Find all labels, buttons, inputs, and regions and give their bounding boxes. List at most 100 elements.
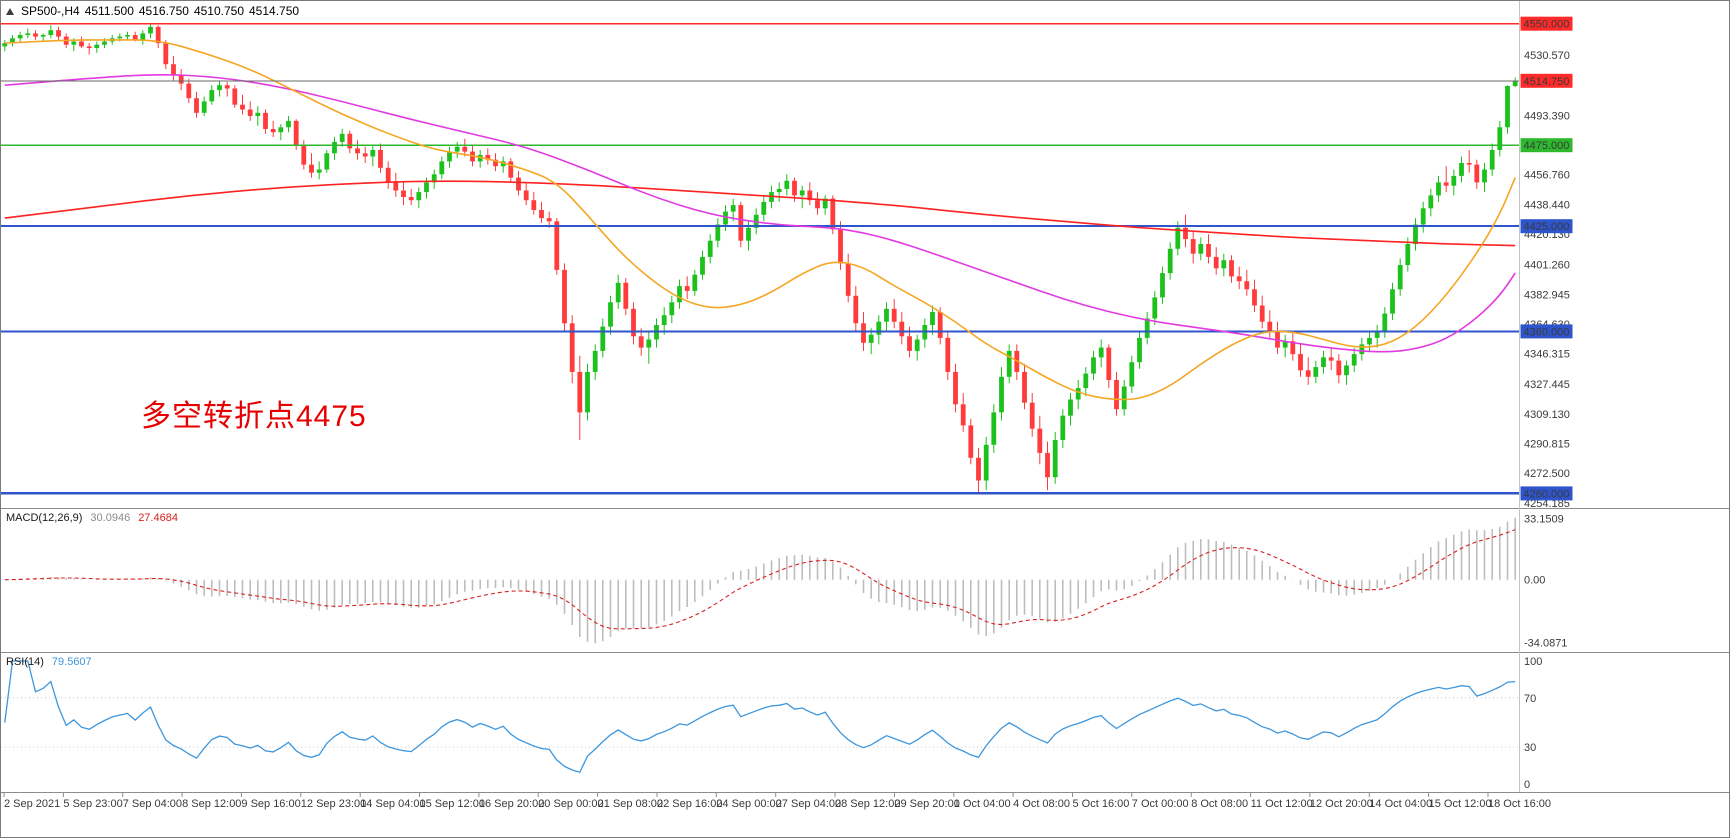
candle [1190,239,1196,254]
candle [1098,347,1104,358]
candle [186,83,192,99]
candle [960,404,966,426]
date-label: 12 Oct 20:00 [1310,798,1373,810]
candle [569,323,575,372]
candle [385,167,391,183]
candle [1367,337,1372,345]
candle [661,315,667,325]
date-label: 11 Oct 12:00 [1251,798,1313,810]
price-axis-label: 4493.390 [1524,110,1570,122]
candle [746,227,751,241]
candle [1229,260,1234,277]
candle [1497,127,1503,150]
candle [638,336,644,348]
candle [339,133,345,142]
price-level-tag-label: 4360.000 [1524,326,1570,338]
price-axis-label: 4456.760 [1524,170,1570,182]
macd-axis-label: -34.0871 [1524,638,1567,650]
annotation-text[interactable]: 多空转折点4475 [141,400,367,433]
candle [347,133,353,149]
candle [907,336,912,351]
candle [1175,227,1181,249]
date-label: 8 Sep 12:00 [182,798,241,810]
candle [508,161,514,178]
candle [784,180,790,189]
candle [1382,313,1388,332]
candle [677,286,682,303]
candle [1129,362,1135,387]
candle [539,210,544,219]
price-axis-label: 4346.315 [1524,349,1570,361]
candle [270,129,276,133]
candle [1321,357,1326,368]
date-label: 18 Oct 16:00 [1488,798,1551,810]
candle [1206,244,1211,257]
candle [853,295,859,324]
candle [362,153,368,157]
candle [293,120,299,146]
candle [700,256,705,275]
price-axis-label: 4254.185 [1524,498,1570,510]
date-label: 7 Sep 04:00 [123,798,182,810]
price-level-tag [1520,138,1573,153]
candle [830,198,836,230]
rsi-value: 79.5607 [51,656,92,668]
date-label: 14 Sep 04:00 [360,798,425,810]
rsi-axis-label: 0 [1524,779,1530,791]
candle [278,127,284,133]
candle [102,41,107,45]
candle [1183,227,1188,240]
candle [1413,224,1418,244]
candle [10,38,15,44]
candle [1160,273,1165,298]
date-label: 21 Sep 08:00 [598,798,663,810]
candle [1060,415,1066,440]
candle [792,180,797,196]
date-label: 7 Oct 00:00 [1132,798,1189,810]
candle [378,150,383,168]
candle [1474,164,1480,183]
candle [876,321,882,335]
candle [692,274,698,291]
candle [408,197,414,201]
candle [891,308,897,322]
candle [546,218,552,222]
date-label: 16 Sep 20:00 [479,798,544,810]
date-label: 27 Sep 04:00 [776,798,841,810]
candle [523,190,529,201]
candle [1482,169,1487,183]
date-label: 22 Sep 16:00 [657,798,722,810]
candle [232,88,238,105]
date-label: 14 Oct 04:00 [1369,798,1432,810]
candle [1144,318,1150,338]
candle [1512,80,1518,86]
date-label: 2 Sep 2021 [4,798,60,810]
candle [324,153,330,170]
candle [217,85,222,91]
chart-shift-marker-icon [6,7,14,15]
candle [370,150,376,157]
price-level-tag [1520,324,1573,339]
candle [17,35,23,39]
candle [1436,182,1441,196]
candle [983,444,989,481]
candle [631,308,636,337]
macd-signal-value: 27.4684 [138,512,178,524]
price-axis-label: 4382.945 [1524,289,1570,301]
candle [1236,276,1242,282]
candle [516,177,521,191]
candle [1114,380,1119,410]
ma-medium-line [4,74,1516,353]
candle [1167,248,1173,274]
candle [332,141,337,154]
candle [316,169,322,173]
macd-axis-label: 0.00 [1524,575,1545,587]
candle [899,321,905,337]
candle [439,161,445,175]
candle [1505,86,1510,128]
ma-fast-line [4,39,1516,401]
candle [861,323,866,343]
price-axis-label: 4327.445 [1524,379,1570,391]
